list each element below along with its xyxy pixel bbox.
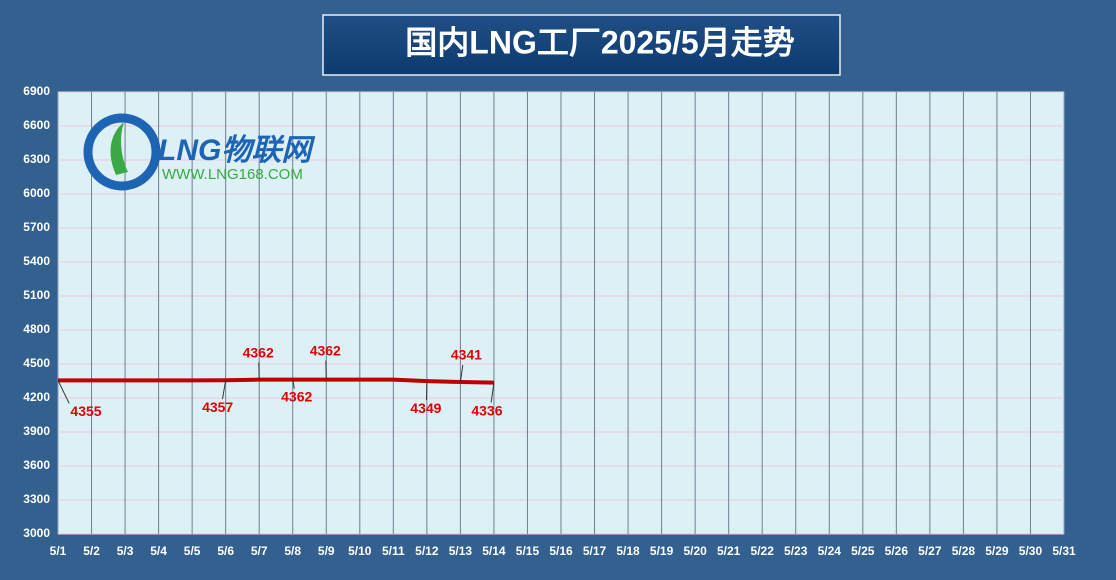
x-tick-label: 5/22 — [751, 544, 775, 558]
logo-url: WWW.LNG168.COM — [162, 166, 303, 183]
x-tick-label: 5/3 — [117, 544, 134, 558]
x-tick-label: 5/23 — [784, 544, 808, 558]
leader-line — [57, 380, 70, 404]
logo-leaf — [110, 122, 128, 175]
x-tick-label: 5/28 — [952, 544, 976, 558]
x-tick-label: 5/19 — [650, 544, 674, 558]
chart-title: 国内LNG工厂2025/5月走势 — [405, 24, 794, 60]
x-tick-label: 5/11 — [382, 544, 405, 558]
x-tick-label: 5/13 — [449, 544, 473, 558]
x-tick-label: 5/5 — [184, 544, 201, 558]
y-tick-label: 5400 — [23, 254, 50, 268]
leader-line — [459, 364, 464, 383]
y-tick-label: 3300 — [23, 492, 50, 506]
x-tick-label: 5/31 — [1052, 544, 1076, 558]
x-tick-label: 5/18 — [616, 544, 640, 558]
x-tick-label: 5/29 — [985, 544, 1009, 558]
logo: LNG物联网 WWW.LNG168.COM — [83, 113, 315, 191]
title-box — [322, 14, 841, 76]
x-tick-label: 5/12 — [415, 544, 439, 558]
x-tick-label: 5/8 — [284, 544, 301, 558]
y-tick-label: 6900 — [23, 84, 50, 98]
leader-line — [221, 380, 227, 400]
x-tick-label: 5/1 — [50, 544, 67, 558]
x-tick-label: 5/7 — [251, 544, 268, 558]
y-tick-label: 5100 — [23, 288, 50, 302]
y-tick-label: 4800 — [23, 322, 50, 336]
x-tick-label: 5/10 — [348, 544, 372, 558]
x-tick-label: 5/2 — [83, 544, 100, 558]
logo-ring — [83, 113, 161, 191]
data-label: 4341 — [451, 347, 482, 363]
leader-line — [490, 382, 495, 403]
x-tick-label: 5/16 — [549, 544, 573, 558]
x-tick-label: 5/26 — [885, 544, 909, 558]
data-label: 4362 — [310, 342, 341, 358]
data-label: 4355 — [70, 403, 101, 419]
logo-name: LNG物联网 — [158, 134, 315, 167]
line-series — [58, 377, 494, 385]
y-tick-label: 3600 — [23, 458, 50, 472]
x-tick-label: 5/20 — [683, 544, 707, 558]
x-tick-label: 5/30 — [1019, 544, 1043, 558]
x-tick-label: 5/6 — [217, 544, 234, 558]
x-tick-label: 5/21 — [717, 544, 741, 558]
y-tick-label: 3000 — [23, 526, 50, 540]
data-label: 4362 — [243, 344, 274, 360]
data-label: 4336 — [471, 402, 502, 418]
y-tick-label: 6000 — [23, 186, 50, 200]
x-tick-label: 5/24 — [818, 544, 842, 558]
x-tick-label: 5/25 — [851, 544, 875, 558]
data-label: 4357 — [202, 399, 233, 415]
y-tick-label: 4200 — [23, 390, 50, 404]
data-label: 4349 — [410, 400, 441, 416]
data-label: 4362 — [281, 388, 312, 404]
y-tick-label: 5700 — [23, 220, 50, 234]
y-tick-label: 6600 — [23, 118, 50, 132]
y-tick-label: 3900 — [23, 424, 50, 438]
y-tick-label: 6300 — [23, 152, 50, 166]
x-tick-label: 5/17 — [583, 544, 607, 558]
y-tick-label: 4500 — [23, 356, 50, 370]
x-tick-label: 5/15 — [516, 544, 540, 558]
leader-line — [292, 379, 295, 389]
x-tick-label: 5/14 — [482, 544, 506, 558]
x-tick-label: 5/9 — [318, 544, 335, 558]
x-tick-label: 5/4 — [150, 544, 167, 558]
x-tick-label: 5/27 — [918, 544, 942, 558]
